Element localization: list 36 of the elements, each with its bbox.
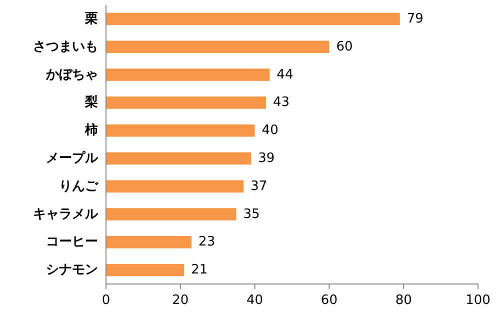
bar: [106, 208, 236, 220]
bar: [106, 12, 400, 26]
data-label: 21: [191, 262, 208, 278]
bar: [106, 180, 244, 192]
x-tick-label: 0: [102, 293, 110, 308]
data-label: 23: [198, 234, 216, 250]
bar: [106, 96, 266, 109]
data-label: 43: [272, 95, 290, 110]
data-label: 79: [406, 11, 424, 26]
y-tick-label: りんご: [59, 178, 99, 194]
data-label: 40: [262, 123, 278, 138]
data-label: 37: [250, 178, 268, 194]
y-tick-label: かぼちゃ: [45, 67, 98, 82]
x-tick-label: 20: [172, 293, 189, 308]
data-label: 44: [276, 67, 294, 82]
bar: [106, 40, 330, 53]
x-tick-label: 100: [466, 293, 490, 308]
bar: [106, 68, 270, 81]
bar: [106, 236, 192, 248]
data-label: 39: [258, 150, 275, 166]
y-tick-label: メープル: [46, 150, 99, 166]
bar: [106, 264, 184, 276]
data-label: 35: [243, 206, 260, 222]
y-tick-label: シナモン: [46, 262, 98, 278]
x-tick-label: 40: [246, 293, 264, 308]
y-tick-label: 柿: [84, 122, 98, 138]
y-tick-label: さつまいも: [33, 39, 98, 54]
x-tick-label: 60: [320, 293, 338, 308]
bar: [106, 124, 255, 137]
y-tick-label: コーヒー: [46, 234, 98, 250]
data-label: 60: [336, 39, 353, 54]
bar: [106, 152, 252, 165]
y-tick-label: 梨: [84, 94, 98, 110]
y-tick-label: キャラメル: [33, 206, 99, 222]
x-tick-label: 80: [395, 293, 412, 308]
y-tick-label: 栗: [84, 11, 98, 26]
